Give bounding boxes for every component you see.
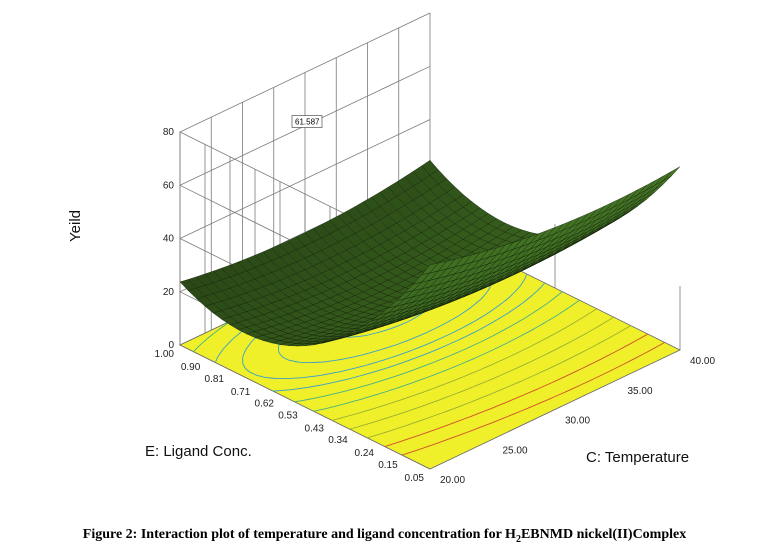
- z-tick-label: 40: [163, 234, 175, 245]
- y-tick-label: 0.34: [328, 435, 348, 446]
- x-tick-label: 25.00: [503, 445, 528, 456]
- contour-line: [401, 342, 666, 456]
- caption-subscript: 2: [515, 533, 521, 545]
- contour-line: [349, 316, 614, 430]
- y-tick-label: 0.53: [278, 410, 298, 421]
- contour-line: [313, 299, 580, 412]
- y-tick-label: 0.71: [231, 387, 251, 398]
- figure-caption: Figure 2: Interaction plot of temperatur…: [0, 527, 769, 545]
- y-tick-label: 1.00: [155, 349, 175, 360]
- z-tick-label: 80: [163, 127, 175, 138]
- caption-suffix: EBNMD nickel(II)Complex: [520, 527, 687, 542]
- z-tick-label: 0: [168, 340, 174, 351]
- y-tick-label: 0.90: [181, 362, 201, 373]
- x-tick-label: 40.00: [690, 356, 715, 367]
- y-tick-label: 0.15: [378, 460, 398, 471]
- z-tick-label: 20: [163, 287, 175, 298]
- x-tick-label: 30.00: [565, 416, 590, 427]
- y-tick-label: 0.43: [305, 423, 325, 434]
- surface-plot: 61.587 0 20 40 60 80 20.00 25.00 30.00 35.00 40.0…: [67, 12, 716, 486]
- surface-cell: [663, 166, 681, 181]
- x-tick-label: 20.00: [440, 475, 465, 486]
- y-axis-label: E: Ligand Conc.: [145, 443, 252, 460]
- annotation-box: 61.587: [291, 115, 323, 128]
- caption-prefix: Figure 2: Interaction plot of temperatur…: [82, 527, 516, 542]
- y-tick-label: 0.05: [405, 473, 425, 484]
- annotation-value: 61.587: [295, 118, 320, 127]
- x-tick-label: 35.00: [628, 386, 653, 397]
- response-surface: [179, 159, 681, 347]
- z-axis-label: Yeild: [67, 210, 84, 242]
- contour-line: [367, 325, 632, 439]
- annotation-box-frame: [291, 115, 323, 128]
- y-tick-label: 0.81: [205, 374, 225, 385]
- y-tick-label: 0.24: [355, 448, 375, 459]
- tick-labels: 0 20 40 60 80 20.00 25.00 30.00 35.00 40.00 0.05 0.…: [155, 127, 716, 486]
- z-tick-label: 60: [163, 180, 175, 191]
- contour-line: [384, 333, 649, 448]
- contour-line: [331, 308, 597, 421]
- y-tick-label: 0.62: [255, 399, 275, 410]
- x-axis-label: C: Temperature: [586, 449, 689, 466]
